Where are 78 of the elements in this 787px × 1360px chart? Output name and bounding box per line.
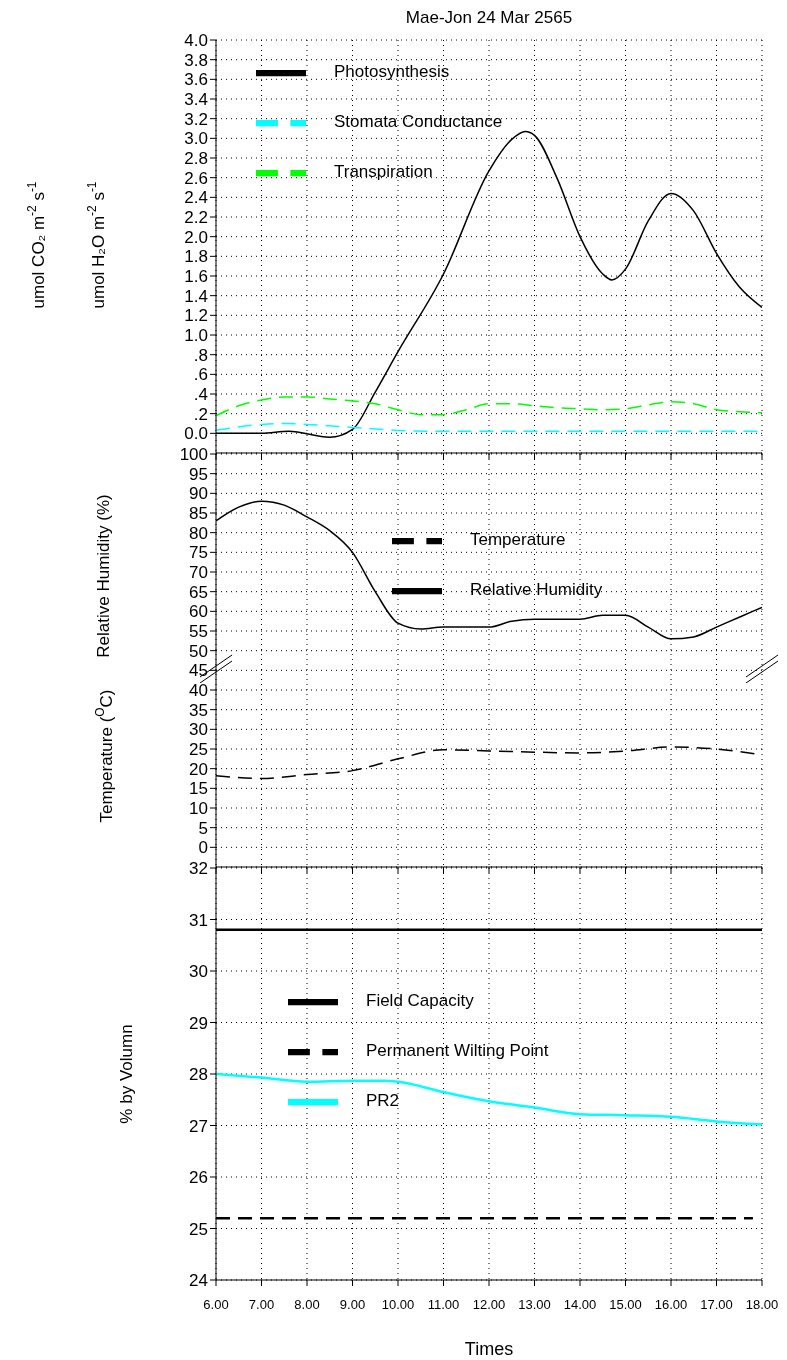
y-tick-label: 3.6 bbox=[184, 70, 208, 90]
legend-label: PR2 bbox=[366, 1090, 400, 1113]
y-tick-label: 3.0 bbox=[184, 129, 208, 149]
y-tick-label: 28 bbox=[189, 1065, 208, 1085]
y-tick-label: 26 bbox=[189, 1168, 208, 1188]
y-tick-label: 85 bbox=[189, 504, 208, 524]
line-series bbox=[216, 1072, 762, 1126]
y-tick-label: 0 bbox=[198, 838, 208, 858]
y-tick-label: 2.4 bbox=[184, 188, 208, 208]
y-tick-label: 50 bbox=[189, 641, 208, 661]
legend-label: Stomata Conductance bbox=[334, 111, 503, 134]
y-tick-label: 20 bbox=[189, 759, 208, 779]
y-tick-label: 24 bbox=[189, 1271, 208, 1291]
y-tick-label: .2 bbox=[193, 404, 208, 424]
y-tick-label: 35 bbox=[189, 700, 208, 720]
y-tick-label: 60 bbox=[189, 602, 208, 622]
x-axis-title: Times bbox=[464, 1339, 514, 1359]
y-tick-label: 29 bbox=[189, 1013, 208, 1033]
x-tick-label: 9.00 bbox=[339, 1297, 366, 1313]
y-tick-label: 80 bbox=[189, 523, 208, 543]
y-tick-label: 0.0 bbox=[184, 424, 208, 444]
y-tick-label: 95 bbox=[189, 464, 208, 484]
y-tick-label: 25 bbox=[189, 1219, 208, 1239]
legend-label: Relative Humidity bbox=[470, 579, 603, 602]
x-tick-label: 6.00 bbox=[203, 1297, 229, 1313]
y-tick-label: 45 bbox=[189, 661, 208, 681]
y-tick-label: 2.0 bbox=[184, 227, 208, 247]
y-tick-label: 25 bbox=[189, 740, 208, 760]
y-tick-label: 1.6 bbox=[184, 267, 208, 287]
y-tick-label: 2.6 bbox=[184, 168, 208, 188]
y-tick-label: 15 bbox=[189, 779, 208, 799]
y-tick-label: 3.4 bbox=[184, 90, 208, 110]
y-tick-label: 27 bbox=[189, 1116, 208, 1136]
y-tick-label: 3.8 bbox=[184, 50, 208, 70]
y-tick-label: 100 bbox=[179, 445, 208, 465]
y-tick-label: 70 bbox=[189, 563, 208, 583]
legend-label: Temperature bbox=[470, 529, 566, 552]
x-tick-label: 12.00 bbox=[472, 1297, 506, 1313]
y-tick-label: 10 bbox=[189, 799, 208, 819]
y-tick-label: 90 bbox=[189, 484, 208, 504]
chart-title: Mae-Jon 24 Mar 2565 bbox=[404, 8, 574, 28]
y-tick-label: .6 bbox=[193, 365, 208, 385]
y-tick-label: 5 bbox=[198, 818, 208, 838]
x-tick-label: 16.00 bbox=[654, 1297, 688, 1313]
legend-label: Photosynthesis bbox=[334, 61, 450, 84]
x-tick-label: 18.00 bbox=[745, 1297, 779, 1313]
y-tick-label: 55 bbox=[189, 622, 208, 642]
legend-label: Permanent Wilting Point bbox=[366, 1040, 549, 1063]
y-tick-label: 1.4 bbox=[184, 286, 208, 306]
x-tick-label: 14.00 bbox=[563, 1297, 597, 1313]
legend-label: Field Capacity bbox=[366, 990, 474, 1013]
y-tick-label: 2.2 bbox=[184, 208, 208, 228]
legend-label: Transpiration bbox=[334, 161, 433, 184]
line-series bbox=[216, 396, 762, 417]
y-tick-label: 65 bbox=[189, 582, 208, 602]
y-tick-label: .4 bbox=[193, 385, 208, 405]
y-tick-label: 1.0 bbox=[184, 326, 208, 346]
y-tick-label: 75 bbox=[189, 543, 208, 563]
y-tick-label: .8 bbox=[193, 345, 208, 365]
x-tick-label: 7.00 bbox=[248, 1297, 275, 1313]
y-tick-label: 3.2 bbox=[184, 109, 208, 129]
x-tick-label: 15.00 bbox=[609, 1297, 642, 1313]
y-tick-label: 30 bbox=[189, 962, 208, 982]
x-tick-label: 10.00 bbox=[381, 1297, 415, 1313]
x-tick-label: 11.00 bbox=[427, 1297, 460, 1313]
y-tick-label: 30 bbox=[189, 720, 208, 740]
y-tick-label: 31 bbox=[189, 910, 208, 930]
y-tick-label: 40 bbox=[189, 681, 208, 701]
y-tick-label: 2.8 bbox=[184, 149, 208, 169]
y-axis-title: Relative Humidity (%) bbox=[94, 494, 114, 658]
x-tick-label: 13.00 bbox=[518, 1297, 551, 1313]
x-tick-label: 8.00 bbox=[294, 1297, 320, 1313]
y-tick-label: 1.2 bbox=[184, 306, 208, 326]
y-tick-label: 1.8 bbox=[184, 247, 208, 267]
y-axis-title: % by Volumn bbox=[117, 1024, 137, 1124]
y-tick-label: 4.0 bbox=[184, 31, 208, 51]
x-tick-label: 17.00 bbox=[700, 1297, 733, 1313]
y-tick-label: 32 bbox=[189, 859, 208, 879]
